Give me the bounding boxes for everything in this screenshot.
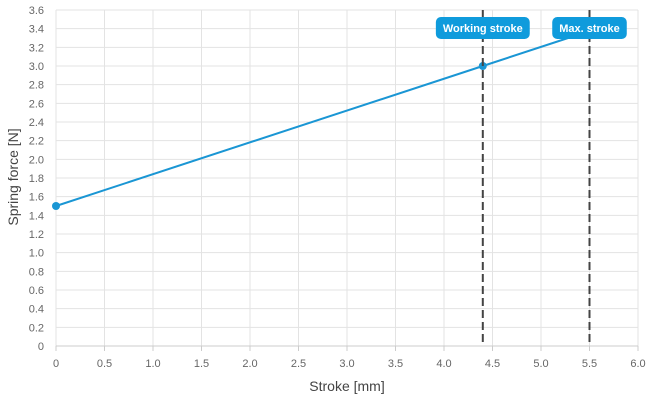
y-tick-label: 1.8 [29, 173, 44, 185]
x-tick-label: 6.0 [630, 358, 645, 370]
marker-badge-bg [552, 17, 627, 39]
x-tick-label: 3.0 [339, 358, 354, 370]
y-tick-label: 1.6 [29, 192, 44, 204]
marker-label: Max. stroke [559, 23, 620, 35]
y-tick-label: 3.2 [29, 42, 44, 54]
x-tick-label: 0.5 [97, 358, 112, 370]
y-tick-label: 0.2 [29, 322, 44, 334]
y-tick-label: 0.8 [29, 266, 44, 278]
x-tick-label: 1.0 [145, 358, 160, 370]
x-tick-label: 2.0 [242, 358, 257, 370]
x-tick-label: 3.5 [388, 358, 403, 370]
y-tick-label: 3.0 [29, 61, 44, 73]
x-tick-label: 2.5 [291, 358, 306, 370]
y-tick-labels: 0 0.2 0.4 0.6 0.8 1.0 1.2 1.4 1.6 1.8 2.0 2.2 2.4 2.6… [29, 5, 44, 353]
y-tick-label: 2.6 [29, 98, 44, 110]
x-tick-label: 4.5 [485, 358, 500, 370]
marker-label: Working stroke [443, 23, 523, 35]
y-tick-label: 0.6 [29, 285, 44, 297]
marker-badge-bg [435, 17, 530, 39]
y-tick-label: 2.8 [29, 80, 44, 92]
marker-badge: Max. stroke [552, 17, 627, 39]
y-tick-label: 2.2 [29, 136, 44, 148]
y-tick-label: 3.4 [29, 24, 44, 36]
y-tick-label: 1.2 [29, 229, 44, 241]
chart-series [52, 30, 590, 210]
y-tick-label: 3.6 [29, 5, 44, 17]
marker-badge: Working stroke [435, 17, 530, 39]
y-tick-label: 0 [38, 341, 44, 353]
data-point [52, 202, 60, 210]
y-tick-label: 0.4 [29, 304, 44, 316]
x-tick-label: 5.5 [582, 358, 597, 370]
x-tick-label: 4.0 [436, 358, 451, 370]
stroke-markers: Working stroke Max. stroke [435, 10, 627, 346]
chart-axes [55, 345, 639, 351]
y-tick-label: 2.0 [29, 154, 44, 166]
x-tick-label: 1.5 [194, 358, 209, 370]
x-tick-labels: 0 0.5 1.0 1.5 2.0 2.5 3.0 3.5 4.0 4.5 5.0 5.5 6.0 [53, 358, 646, 370]
y-axis-title: Spring force [N] [5, 128, 21, 225]
series-line [55, 30, 590, 207]
x-tick-label: 0 [53, 358, 59, 370]
chart-grid [55, 9, 639, 346]
y-tick-label: 1.4 [29, 210, 44, 222]
y-tick-label: 1.0 [29, 248, 44, 260]
y-tick-label: 2.4 [29, 117, 44, 129]
x-tick-label: 5.0 [533, 358, 548, 370]
x-axis-title: Stroke [mm] [309, 378, 384, 394]
